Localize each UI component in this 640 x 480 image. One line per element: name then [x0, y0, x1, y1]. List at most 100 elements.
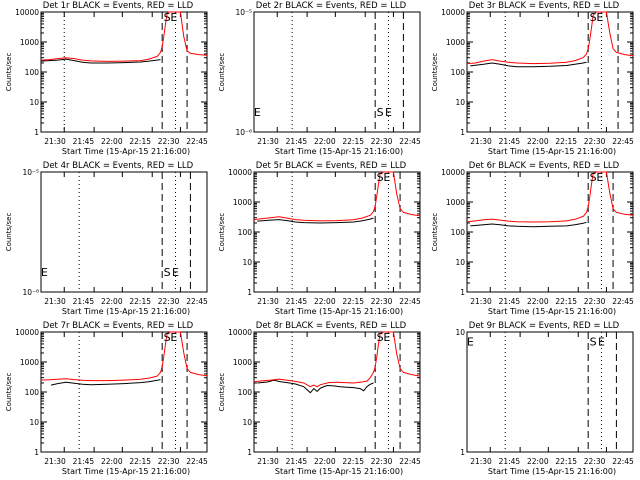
events-series-line [257, 379, 374, 394]
annotation-label: E [383, 171, 390, 184]
x-tick-label: 21:30 [44, 137, 66, 146]
x-tick-label: 21:30 [470, 137, 492, 146]
y-tick-label: 10 [455, 258, 465, 267]
annotation-label: S [377, 331, 384, 344]
x-tick-label: 22:30 [158, 297, 180, 306]
x-tick-label: 21:45 [286, 457, 308, 466]
x-tick-label: 22:45 [399, 137, 421, 146]
panel-title: Det 1r BLACK = Events, RED = LLD [43, 1, 194, 11]
x-tick-label: 22:30 [158, 137, 180, 146]
x-axis-label: Start Time (15-Apr-15 21:16:00) [62, 147, 190, 156]
x-tick-label: 21:45 [499, 297, 521, 306]
x-tick-label: 21:30 [44, 457, 66, 466]
annotation-label: E [385, 106, 392, 119]
y-tick-label: 10⁻⁶ [235, 128, 252, 137]
panel-title: Det 9r BLACK = Events, RED = LLD [469, 321, 620, 331]
annotation-label: S [590, 335, 597, 348]
x-tick-label: 22:00 [101, 297, 123, 306]
x-tick-label: 21:30 [257, 297, 279, 306]
detector-panel: Det 9r BLACK = Events, RED = LLD 1 10 21:30… [455, 321, 634, 476]
y-tick-label: 1000 [233, 198, 252, 207]
annotation-label: E [467, 335, 474, 348]
x-tick-label: 22:15 [129, 297, 151, 306]
x-axis-label: Start Time (15-Apr-15 21:16:00) [275, 307, 403, 316]
annotation-label: E [596, 171, 603, 184]
plot-frame [40, 331, 208, 453]
x-tick-label: 22:30 [371, 137, 393, 146]
annotation-label: S [164, 11, 171, 24]
x-tick-label: 22:15 [129, 137, 151, 146]
x-tick-label: 21:45 [73, 297, 95, 306]
x-tick-label: 22:45 [399, 297, 421, 306]
annotation-label: S [377, 171, 384, 184]
y-tick-label: 10 [29, 418, 39, 427]
y-axis-label: Counts/sec [218, 213, 226, 252]
x-tick-label: 21:45 [499, 457, 521, 466]
y-axis-label: Counts/sec [431, 213, 439, 252]
plot-frame [466, 11, 634, 133]
annotation-label: E [170, 331, 177, 344]
x-tick-label: 22:45 [186, 457, 208, 466]
x-axis-label: Start Time (15-Apr-15 21:16:00) [62, 307, 190, 316]
detector-panel: Det 2r BLACK = Events, RED = LLD 10⁻⁶ 10⁻⁵… [218, 1, 421, 156]
events-series-line [50, 379, 161, 386]
y-tick-label: 10 [29, 98, 39, 107]
annotation-label: S [590, 11, 597, 24]
x-tick-label: 22:45 [612, 137, 634, 146]
x-tick-label: 22:45 [186, 137, 208, 146]
x-tick-label: 22:15 [129, 457, 151, 466]
y-tick-label: 1000 [233, 358, 252, 367]
x-tick-label: 22:45 [612, 457, 634, 466]
x-tick-label: 21:45 [499, 137, 521, 146]
y-tick-label: 1 [460, 288, 465, 297]
y-tick-label: 10000 [441, 168, 465, 177]
x-tick-label: 22:15 [342, 297, 364, 306]
x-tick-label: 22:45 [612, 297, 634, 306]
x-tick-label: 22:00 [527, 137, 549, 146]
plot-frame [253, 171, 421, 293]
plot-frame [466, 171, 634, 293]
y-tick-label: 10000 [15, 328, 39, 337]
y-tick-label: 100 [238, 228, 253, 237]
y-axis-label: Counts/sec [218, 373, 226, 412]
y-tick-label: 100 [25, 68, 40, 77]
annotation-label: S [377, 106, 384, 119]
y-tick-label: 1 [34, 128, 39, 137]
x-axis-label: Start Time (15-Apr-15 21:16:00) [275, 147, 403, 156]
detector-panel: Det 6r BLACK = Events, RED = LLD 1 10 100 10… [431, 161, 634, 316]
panel-title: Det 2r BLACK = Events, RED = LLD [256, 1, 407, 11]
y-tick-label: 10000 [441, 8, 465, 17]
y-tick-label: 1 [460, 128, 465, 137]
lld-series-line [40, 11, 208, 62]
plot-frame [253, 11, 421, 133]
y-tick-label: 1000 [20, 38, 39, 47]
panel-title: Det 8r BLACK = Events, RED = LLD [256, 321, 407, 331]
y-tick-label: 10⁻⁵ [22, 168, 39, 177]
y-tick-label: 10000 [228, 328, 252, 337]
events-series-line [470, 221, 587, 228]
panel-title: Det 6r BLACK = Events, RED = LLD [469, 161, 620, 171]
y-tick-label: 100 [238, 388, 253, 397]
detector-panel: Det 1r BLACK = Events, RED = LLD 1 10 100 10… [5, 1, 208, 156]
y-tick-label: 1000 [20, 358, 39, 367]
y-tick-label: 10 [455, 98, 465, 107]
x-tick-label: 22:00 [101, 457, 123, 466]
x-tick-label: 22:30 [584, 137, 606, 146]
x-tick-label: 21:30 [257, 457, 279, 466]
y-tick-label: 1 [34, 448, 39, 457]
plot-frame [466, 331, 634, 453]
y-tick-label: 10 [242, 418, 252, 427]
detector-panel: Det 5r BLACK = Events, RED = LLD 1 10 100 10… [218, 161, 421, 316]
events-series-line [257, 217, 374, 224]
plot-frame [40, 11, 208, 133]
x-tick-label: 22:15 [342, 457, 364, 466]
x-tick-label: 22:30 [158, 457, 180, 466]
events-series-line [470, 61, 587, 68]
x-tick-label: 22:45 [186, 297, 208, 306]
x-tick-label: 22:15 [555, 137, 577, 146]
x-tick-label: 22:30 [584, 457, 606, 466]
x-tick-label: 21:30 [470, 297, 492, 306]
x-tick-label: 22:00 [527, 457, 549, 466]
x-tick-label: 21:30 [470, 457, 492, 466]
